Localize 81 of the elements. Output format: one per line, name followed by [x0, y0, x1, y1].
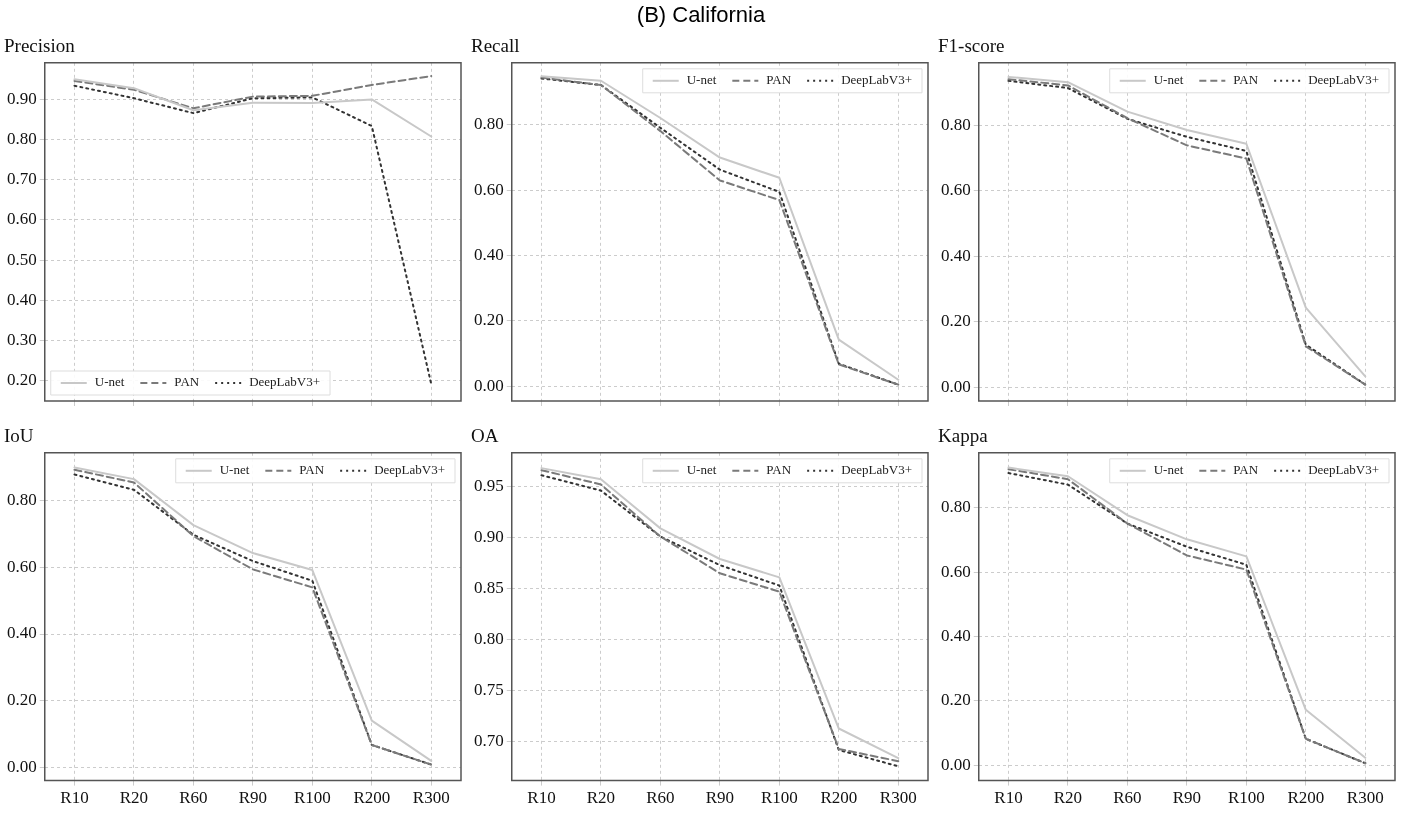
legend-label: U-net: [219, 462, 250, 478]
y-tick-label: 0.40: [7, 623, 37, 643]
text: (B) California: [636, 2, 766, 27]
chart-title: IoU: [4, 425, 34, 447]
line-series: [73, 75, 433, 110]
x-tick-label: R60: [179, 788, 208, 808]
x-tick-label: R10: [60, 788, 89, 808]
y-tick-label: 0.85: [474, 578, 504, 598]
x-tick-label: R300: [412, 788, 450, 808]
y-tick-label: 0.75: [474, 680, 504, 700]
y-tick-label: 0.60: [941, 180, 971, 200]
x-tick-label: R100: [760, 788, 798, 808]
x-tick-label: R200: [820, 788, 858, 808]
x-tick-label: R100: [1227, 788, 1265, 808]
y-tick-label: 0.80: [7, 490, 37, 510]
legend-label: DeepLabV3+: [249, 374, 321, 390]
y-tick-label: 0.80: [941, 497, 971, 517]
x-tick-label: R90: [238, 788, 268, 808]
y-tick-label: 0.00: [941, 754, 971, 774]
y-tick-label: 0.40: [474, 245, 504, 265]
y-tick-label: 0.40: [941, 245, 971, 265]
y-tick-label: 0.90: [474, 527, 504, 547]
legend-label: PAN: [766, 462, 792, 478]
legend-label: DeepLabV3+: [841, 462, 912, 478]
legend-label: DeepLabV3+: [1308, 72, 1379, 88]
x-tick-label: R60: [1113, 788, 1142, 808]
chart-title: Recall: [471, 35, 520, 57]
legend-label: PAN: [299, 462, 325, 478]
legend-label: U-net: [686, 462, 717, 478]
y-tick-label: 0.00: [7, 756, 37, 776]
y-tick-label: 0.60: [7, 209, 37, 229]
x-tick-label: R10: [527, 788, 556, 808]
legend-label: PAN: [1233, 72, 1259, 88]
x-tick-label: R20: [1053, 788, 1083, 808]
y-tick-label: 0.30: [7, 330, 37, 350]
y-tick-label: 0.60: [941, 561, 971, 581]
chart-title: F1-score: [938, 35, 1005, 57]
legend-label: U-net: [686, 72, 717, 88]
y-tick-label: 0.20: [941, 690, 971, 710]
y-tick-label: 0.20: [7, 690, 37, 710]
y-tick-label: 0.90: [7, 88, 37, 108]
x-tick-label: R60: [646, 788, 675, 808]
y-tick-label: 0.60: [474, 179, 504, 199]
legend-label: PAN: [174, 374, 200, 390]
legend-label: U-net: [1153, 72, 1184, 88]
y-tick-label: 0.70: [7, 169, 37, 189]
legend-label: U-net: [94, 374, 125, 390]
chart-title: OA: [471, 425, 499, 447]
x-tick-label: R90: [1172, 788, 1202, 808]
y-tick-label: 0.00: [941, 376, 971, 396]
legend-label: PAN: [1233, 462, 1259, 478]
legend-label: DeepLabV3+: [374, 462, 445, 478]
y-tick-label: 0.40: [7, 289, 37, 309]
legend-label: DeepLabV3+: [1308, 462, 1379, 478]
y-tick-label: 0.80: [474, 114, 504, 134]
x-tick-label: R100: [293, 788, 331, 808]
x-tick-label: R20: [119, 788, 149, 808]
x-tick-label: R90: [705, 788, 735, 808]
x-tick-label: R10: [994, 788, 1023, 808]
y-tick-label: 0.80: [474, 629, 504, 649]
y-tick-label: 0.80: [941, 114, 971, 134]
chart-title: Kappa: [938, 425, 989, 447]
y-tick-label: 0.50: [7, 249, 37, 269]
y-tick-label: 0.20: [7, 370, 37, 390]
y-tick-label: 0.80: [7, 128, 37, 148]
y-tick-label: 0.40: [941, 625, 971, 645]
y-tick-label: 0.95: [474, 475, 504, 495]
y-tick-label: 0.60: [7, 556, 37, 576]
legend-label: DeepLabV3+: [841, 72, 912, 88]
x-tick-label: R200: [353, 788, 391, 808]
x-tick-label: R200: [1287, 788, 1325, 808]
x-tick-label: R20: [586, 788, 616, 808]
legend-label: U-net: [1153, 462, 1184, 478]
chart-title: Precision: [4, 35, 76, 57]
legend-label: PAN: [766, 72, 792, 88]
x-tick-label: R300: [879, 788, 917, 808]
y-tick-label: 0.70: [474, 731, 504, 751]
y-tick-label: 0.20: [941, 311, 971, 331]
y-tick-label: 0.20: [474, 310, 504, 330]
y-tick-label: 0.00: [474, 375, 504, 395]
x-tick-label: R300: [1346, 788, 1384, 808]
